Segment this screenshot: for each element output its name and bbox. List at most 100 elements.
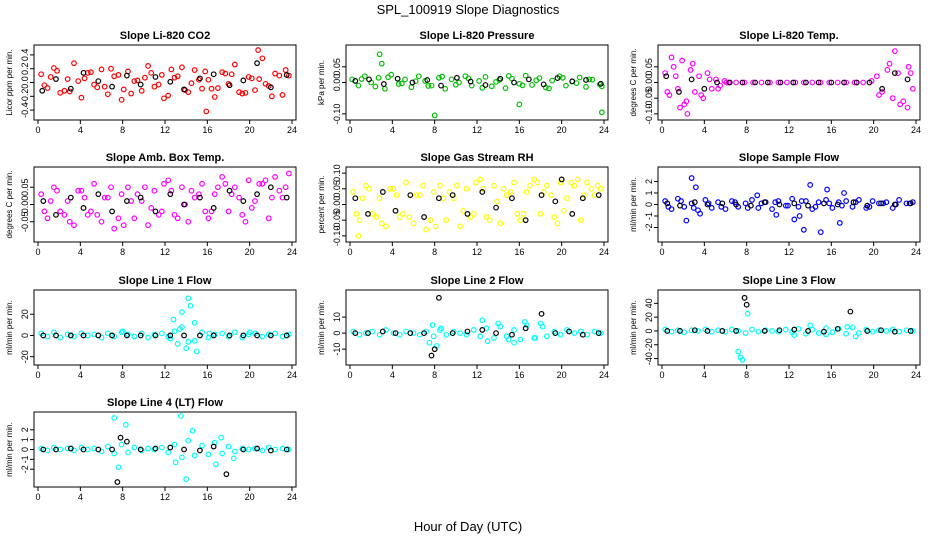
data-point bbox=[683, 217, 690, 224]
data-point bbox=[256, 180, 263, 187]
data-point bbox=[876, 92, 882, 98]
x-tick-label: 4 bbox=[702, 247, 707, 257]
x-tick-label: 0 bbox=[347, 247, 352, 257]
data-point bbox=[382, 85, 388, 92]
data-point bbox=[557, 331, 564, 338]
x-tick-label: 4 bbox=[78, 247, 83, 257]
data-point bbox=[212, 461, 219, 468]
data-point bbox=[664, 89, 671, 95]
data-point bbox=[211, 331, 218, 338]
data-point bbox=[373, 214, 380, 220]
data-point bbox=[95, 332, 102, 339]
data-point bbox=[210, 205, 217, 211]
data-point bbox=[151, 187, 158, 194]
data-point bbox=[219, 450, 226, 457]
data-point bbox=[828, 79, 835, 86]
data-point bbox=[502, 85, 509, 92]
data-point bbox=[272, 173, 278, 180]
data-point bbox=[376, 195, 383, 202]
y-tick-label: 0.05 bbox=[332, 58, 342, 76]
data-point bbox=[790, 79, 797, 86]
data-point bbox=[782, 202, 789, 209]
data-point bbox=[161, 95, 167, 102]
data-point bbox=[199, 180, 205, 187]
data-point bbox=[584, 179, 590, 186]
data-point bbox=[283, 194, 290, 201]
data-point bbox=[393, 192, 400, 198]
data-point bbox=[267, 84, 274, 91]
data-point bbox=[353, 211, 360, 217]
data-point bbox=[226, 187, 233, 194]
data-point bbox=[689, 60, 696, 67]
data-point bbox=[210, 71, 217, 78]
data-point bbox=[473, 179, 479, 186]
data-point bbox=[748, 202, 754, 209]
data-point bbox=[904, 104, 911, 111]
panel-title: Slope Gas Stream RH bbox=[420, 152, 533, 164]
data-point bbox=[91, 180, 97, 187]
data-point bbox=[522, 217, 529, 224]
data-point bbox=[442, 85, 449, 92]
data-point bbox=[531, 176, 538, 183]
data-point bbox=[488, 83, 495, 90]
data-point bbox=[540, 81, 547, 88]
data-point bbox=[904, 76, 911, 83]
data-point bbox=[188, 80, 195, 87]
data-point bbox=[817, 79, 824, 86]
x-tick-label: 4 bbox=[78, 370, 83, 380]
data-point bbox=[137, 81, 144, 88]
data-point bbox=[231, 61, 238, 68]
data-point bbox=[219, 69, 226, 76]
data-point bbox=[679, 57, 686, 64]
points-group bbox=[350, 294, 604, 359]
data-point bbox=[255, 47, 262, 53]
data-point bbox=[743, 301, 750, 308]
x-tick-label: 0 bbox=[35, 370, 40, 380]
data-point bbox=[101, 194, 108, 201]
data-point bbox=[185, 218, 192, 225]
data-point bbox=[755, 328, 762, 335]
data-point bbox=[879, 89, 886, 95]
data-point bbox=[131, 444, 138, 451]
y-tick-label: 0 bbox=[332, 331, 342, 336]
data-point bbox=[53, 76, 59, 82]
x-tick-label: 20 bbox=[245, 492, 255, 502]
data-point bbox=[400, 211, 406, 217]
data-point bbox=[145, 222, 151, 229]
data-point bbox=[242, 218, 249, 225]
data-point bbox=[702, 196, 709, 203]
data-point bbox=[66, 218, 73, 225]
data-point bbox=[664, 328, 671, 334]
data-point bbox=[841, 190, 847, 196]
data-point bbox=[421, 214, 427, 220]
data-point bbox=[769, 206, 775, 213]
data-point bbox=[358, 76, 365, 82]
data-point bbox=[907, 70, 914, 76]
data-point bbox=[88, 69, 94, 76]
data-point bbox=[390, 185, 397, 192]
data-point bbox=[137, 446, 144, 453]
data-point bbox=[177, 413, 184, 419]
data-point bbox=[755, 205, 762, 211]
data-point bbox=[791, 326, 798, 333]
data-point bbox=[597, 80, 604, 87]
data-point bbox=[448, 76, 455, 83]
data-point bbox=[509, 195, 515, 202]
data-point bbox=[677, 104, 683, 111]
data-point bbox=[891, 328, 898, 335]
data-point bbox=[795, 203, 802, 210]
data-point bbox=[714, 79, 720, 86]
data-point bbox=[493, 330, 499, 337]
data-point bbox=[500, 185, 507, 192]
data-point bbox=[123, 332, 130, 339]
data-point bbox=[362, 182, 369, 189]
data-point bbox=[168, 187, 175, 194]
data-point bbox=[131, 333, 138, 340]
data-point bbox=[137, 194, 144, 201]
data-point bbox=[829, 329, 836, 336]
data-point bbox=[843, 79, 850, 86]
data-point bbox=[125, 449, 131, 456]
x-tick-label: 20 bbox=[245, 247, 255, 257]
